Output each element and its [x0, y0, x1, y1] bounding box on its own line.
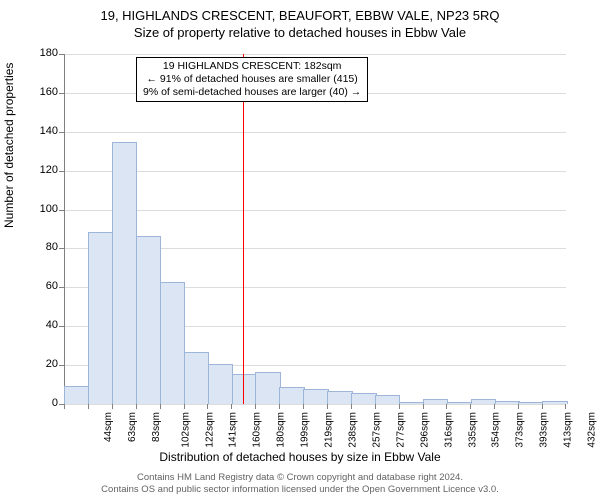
xtick-mark	[303, 404, 304, 409]
xtick-label: 219sqm	[324, 412, 335, 448]
xtick-label: 199sqm	[300, 412, 311, 448]
xtick-mark	[565, 404, 566, 409]
xtick-label: 63sqm	[127, 412, 138, 442]
xtick-label: 102sqm	[180, 412, 191, 448]
histogram-bar	[375, 395, 400, 404]
xtick-mark	[231, 404, 232, 409]
xtick-label: 296sqm	[419, 412, 430, 448]
histogram-bar	[112, 142, 137, 404]
plot-area: 19 HIGHLANDS CRESCENT: 182sqm← 91% of de…	[64, 54, 566, 404]
histogram-bar	[423, 399, 448, 404]
histogram-bar	[303, 389, 328, 404]
xtick-label: 277sqm	[395, 412, 406, 448]
xtick-mark	[351, 404, 352, 409]
xtick-label: 354sqm	[491, 412, 502, 448]
histogram-bar	[88, 232, 113, 404]
histogram-bar	[64, 386, 89, 405]
xtick-label: 257sqm	[371, 412, 382, 448]
xtick-mark	[64, 404, 65, 409]
xtick-mark	[112, 404, 113, 409]
histogram-bar	[447, 402, 472, 404]
annotation-line: 9% of semi-detached houses are larger (4…	[143, 86, 361, 99]
histogram-bar	[327, 391, 352, 404]
xtick-label: 180sqm	[276, 412, 287, 448]
xtick-mark	[136, 404, 137, 409]
xtick-label: 238sqm	[348, 412, 359, 448]
ytick-label: 20	[28, 358, 58, 370]
histogram-bar	[471, 399, 496, 404]
ytick-label: 120	[28, 164, 58, 176]
reference-line	[243, 54, 244, 404]
histogram-bar	[136, 236, 161, 404]
histogram-bar	[255, 372, 280, 404]
xtick-label: 373sqm	[515, 412, 526, 448]
histogram-bar	[184, 352, 209, 404]
xtick-mark	[446, 404, 447, 409]
xtick-label: 335sqm	[467, 412, 478, 448]
xtick-mark	[160, 404, 161, 409]
grid-line	[64, 210, 566, 211]
xtick-label: 83sqm	[151, 412, 162, 442]
xtick-label: 141sqm	[228, 412, 239, 448]
annotation-line: 19 HIGHLANDS CRESCENT: 182sqm	[143, 60, 361, 73]
ytick-label: 180	[28, 47, 58, 59]
histogram-bar	[518, 402, 543, 404]
grid-line	[64, 404, 566, 405]
xtick-mark	[399, 404, 400, 409]
ytick-label: 40	[28, 319, 58, 331]
chart-title-main: 19, HIGHLANDS CRESCENT, BEAUFORT, EBBW V…	[0, 0, 600, 23]
xtick-mark	[207, 404, 208, 409]
xtick-mark	[375, 404, 376, 409]
ytick-label: 140	[28, 125, 58, 137]
xtick-mark	[423, 404, 424, 409]
chart-title-sub: Size of property relative to detached ho…	[0, 23, 600, 40]
footer-attribution: Contains HM Land Registry data © Crown c…	[0, 472, 600, 496]
ytick-label: 0	[28, 397, 58, 409]
histogram-bar	[160, 282, 185, 404]
y-axis-label: Number of detached properties	[2, 63, 16, 228]
histogram-bar	[399, 402, 424, 404]
xtick-mark	[494, 404, 495, 409]
xtick-mark	[279, 404, 280, 409]
xtick-label: 413sqm	[563, 412, 574, 448]
annotation-box: 19 HIGHLANDS CRESCENT: 182sqm← 91% of de…	[136, 57, 368, 102]
grid-line	[64, 132, 566, 133]
xtick-mark	[470, 404, 471, 409]
ytick-label: 60	[28, 280, 58, 292]
ytick-label: 100	[28, 203, 58, 215]
grid-line	[64, 54, 566, 55]
x-axis-label: Distribution of detached houses by size …	[0, 450, 600, 464]
histogram-bar	[495, 401, 520, 404]
xtick-mark	[327, 404, 328, 409]
xtick-label: 393sqm	[539, 412, 550, 448]
histogram-bar	[542, 401, 567, 404]
xtick-mark	[542, 404, 543, 409]
ytick-label: 160	[28, 86, 58, 98]
xtick-label: 122sqm	[204, 412, 215, 448]
footer-line2: Contains OS and public sector informatio…	[0, 484, 600, 496]
footer-line1: Contains HM Land Registry data © Crown c…	[0, 472, 600, 484]
grid-line	[64, 171, 566, 172]
xtick-mark	[88, 404, 89, 409]
chart-container: 19, HIGHLANDS CRESCENT, BEAUFORT, EBBW V…	[0, 0, 600, 500]
xtick-label: 432sqm	[587, 412, 598, 448]
y-axis-line	[64, 54, 65, 404]
xtick-label: 316sqm	[443, 412, 454, 448]
xtick-label: 160sqm	[252, 412, 263, 448]
xtick-mark	[255, 404, 256, 409]
histogram-bar	[351, 393, 376, 404]
histogram-bar	[232, 374, 257, 404]
annotation-line: ← 91% of detached houses are smaller (41…	[143, 73, 361, 86]
xtick-mark	[184, 404, 185, 409]
histogram-bar	[279, 387, 304, 404]
ytick-label: 80	[28, 241, 58, 253]
xtick-label: 44sqm	[103, 412, 114, 442]
xtick-mark	[518, 404, 519, 409]
histogram-bar	[208, 364, 233, 404]
